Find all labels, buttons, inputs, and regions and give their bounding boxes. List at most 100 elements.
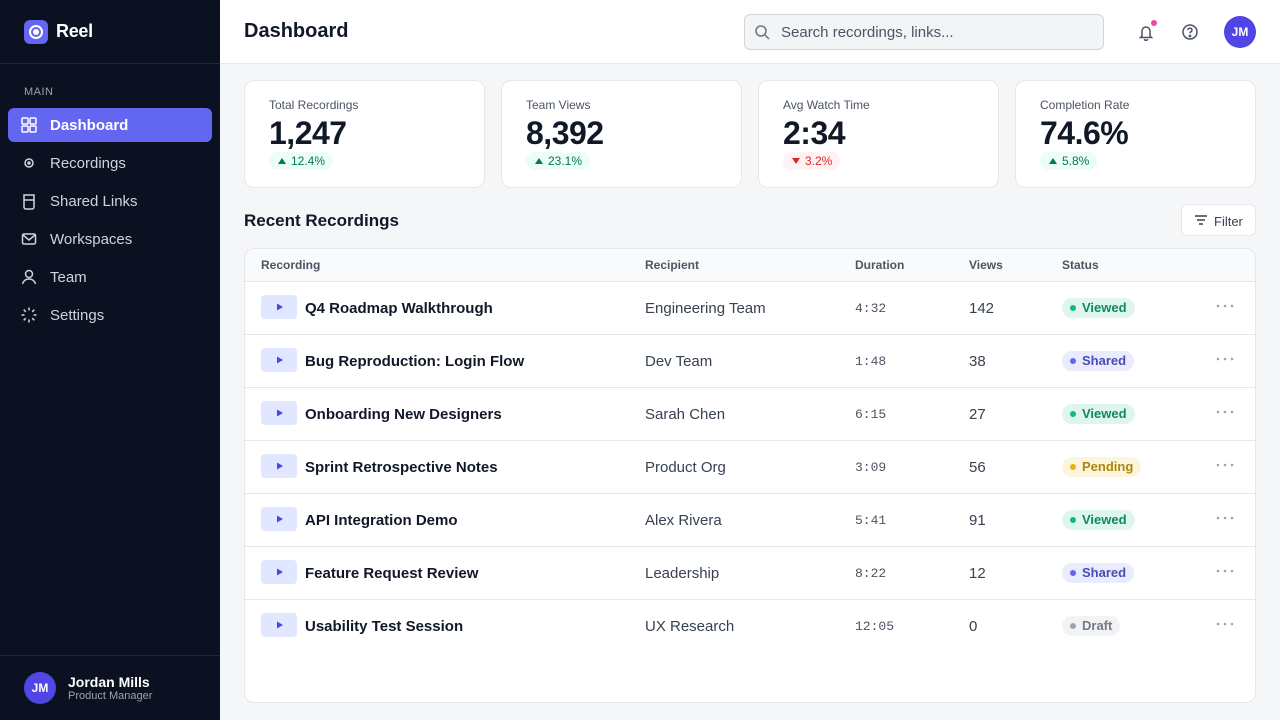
section-title: Recent Recordings	[244, 211, 399, 230]
nav-label: Team	[50, 269, 87, 286]
table-row[interactable]: Q4 Roadmap Walkthrough Engineering Team 4:…	[245, 282, 1255, 335]
views: 142	[969, 300, 995, 317]
play-button[interactable]	[261, 295, 297, 319]
nav-item[interactable]: Settings	[8, 298, 212, 332]
status-text: Viewed	[1082, 406, 1127, 421]
recording-title: Feature Request Review	[305, 565, 479, 582]
duration: 4:32	[855, 301, 887, 316]
stat-change: 23.1%	[526, 152, 591, 170]
play-button[interactable]	[261, 401, 297, 425]
views: 12	[969, 565, 986, 582]
stat-change: 12.4%	[269, 152, 334, 170]
nav-label: Dashboard	[50, 117, 129, 134]
table-row[interactable]: API Integration Demo Alex Rivera 5:41 91 Vie…	[245, 494, 1255, 547]
recipient: Sarah Chen	[645, 406, 726, 423]
nav-item[interactable]: Recordings	[8, 146, 212, 180]
header-avatar[interactable]: JM	[1224, 16, 1256, 48]
status-text: Shared	[1082, 353, 1127, 368]
row-menu[interactable]	[1213, 563, 1237, 583]
status-text: Viewed	[1082, 300, 1127, 315]
stat-change-text: 23.1%	[548, 154, 583, 168]
status-text: Shared	[1082, 565, 1127, 580]
recording-title: Usability Test Session	[305, 618, 464, 635]
table-row[interactable]: Onboarding New Designers Sarah Chen 6:15 27…	[245, 388, 1255, 441]
row-menu[interactable]	[1213, 616, 1237, 636]
status-dot	[1070, 623, 1076, 629]
row-menu[interactable]	[1213, 510, 1237, 530]
table-row[interactable]: Feature Request Review Leadership 8:22 12 Sh…	[245, 547, 1255, 600]
column-header: Recipient	[645, 258, 700, 272]
status-badge: Viewed	[1062, 298, 1135, 318]
search-placeholder: Search recordings, links...	[781, 24, 954, 41]
views: 0	[969, 618, 978, 635]
help-button[interactable]	[1181, 23, 1199, 41]
filter-button[interactable]: Filter	[1181, 204, 1256, 236]
user-name: Jordan Mills	[68, 674, 150, 690]
notifications-button[interactable]	[1137, 23, 1155, 42]
user-role: Product Manager	[68, 690, 153, 702]
status-dot	[1070, 570, 1076, 576]
nav-item[interactable]: Workspaces	[8, 222, 212, 256]
nav-label: Settings	[50, 307, 105, 324]
stat-label: Avg Watch Time	[783, 98, 870, 112]
stat-value: 1,247	[269, 115, 347, 151]
column-header: Duration	[855, 258, 905, 272]
status-dot	[1070, 517, 1076, 523]
play-button[interactable]	[261, 613, 297, 637]
recipient: Dev Team	[645, 353, 713, 370]
brand: Reel	[56, 21, 93, 41]
recipient: UX Research	[645, 618, 735, 635]
column-header: Status	[1062, 258, 1099, 272]
views: 27	[969, 406, 986, 423]
user-avatar[interactable]: JM	[24, 672, 56, 704]
duration: 12:05	[855, 619, 895, 634]
nav-icon	[20, 306, 38, 324]
row-menu[interactable]	[1213, 404, 1237, 424]
row-menu[interactable]	[1213, 457, 1237, 477]
status-text: Draft	[1082, 618, 1113, 633]
play-button[interactable]	[261, 507, 297, 531]
section-label: MAIN	[24, 86, 54, 98]
stat-change-text: 5.8%	[1062, 154, 1090, 168]
stat-label: Completion Rate	[1040, 98, 1130, 112]
stat-label: Total Recordings	[269, 98, 359, 112]
status-badge: Pending	[1062, 457, 1142, 477]
status-badge: Viewed	[1062, 404, 1135, 424]
play-button[interactable]	[261, 348, 297, 372]
column-header: Views	[969, 258, 1003, 272]
status-text: Viewed	[1082, 512, 1127, 527]
table-header	[245, 249, 1255, 282]
nav-item[interactable]: Dashboard	[8, 108, 212, 142]
search-box[interactable]: Search recordings, links...	[744, 14, 1104, 50]
stat-label: Team Views	[526, 98, 591, 112]
nav-icon	[20, 192, 38, 210]
status-text: Pending	[1082, 459, 1134, 474]
status-dot	[1070, 305, 1076, 311]
stat-card: Total Recordings 1,247 12.4%	[244, 80, 485, 188]
nav-label: Shared Links	[50, 193, 138, 210]
trend-arrow	[278, 158, 286, 164]
nav-item[interactable]: Shared Links	[8, 184, 212, 218]
row-menu[interactable]	[1213, 298, 1237, 318]
status-badge: Shared	[1062, 351, 1135, 371]
play-button[interactable]	[261, 454, 297, 478]
stat-value: 8,392	[526, 115, 604, 151]
table-row[interactable]: Usability Test Session UX Research 12:05 0 D…	[245, 600, 1255, 652]
status-dot	[1070, 358, 1076, 364]
play-button[interactable]	[261, 560, 297, 584]
table-row[interactable]: Bug Reproduction: Login Flow Dev Team 1:48…	[245, 335, 1255, 388]
divider	[0, 655, 220, 656]
status-dot	[1070, 411, 1076, 417]
table-row[interactable]: Sprint Retrospective Notes Product Org 3:0…	[245, 441, 1255, 494]
row-menu[interactable]	[1213, 351, 1237, 371]
nav-item[interactable]: Team	[8, 260, 212, 294]
recipient: Engineering Team	[645, 300, 766, 317]
nav-icon	[20, 230, 38, 248]
recording-title: API Integration Demo	[305, 512, 458, 529]
recording-title: Q4 Roadmap Walkthrough	[305, 300, 493, 317]
nav-label: Recordings	[50, 155, 126, 172]
nav-icon	[20, 268, 38, 286]
stat-card: Avg Watch Time 2:34 3.2%	[758, 80, 999, 188]
page-title: Dashboard	[244, 20, 349, 42]
